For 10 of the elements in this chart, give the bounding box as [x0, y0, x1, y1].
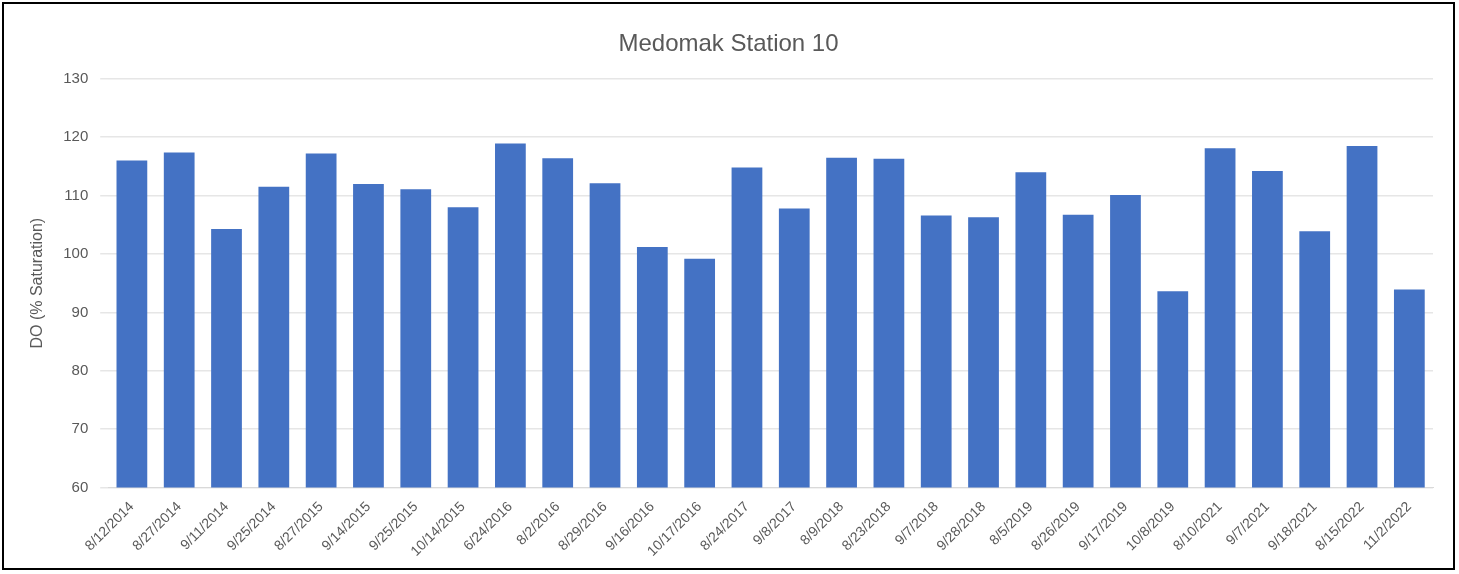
- y-tick-label: 110: [64, 185, 89, 203]
- chart-title: Medomak Station 10: [618, 29, 839, 57]
- y-tick-label: 80: [71, 360, 89, 378]
- y-axis-title: DO (% Saturation): [28, 217, 46, 349]
- y-tick-label: 90: [71, 302, 89, 320]
- y-tick-label: 120: [63, 127, 89, 145]
- y-tick-label: 130: [63, 68, 89, 86]
- y-tick-label: 70: [71, 419, 89, 437]
- y-tick-label: 100: [63, 244, 89, 262]
- y-tick-label: 60: [71, 477, 89, 495]
